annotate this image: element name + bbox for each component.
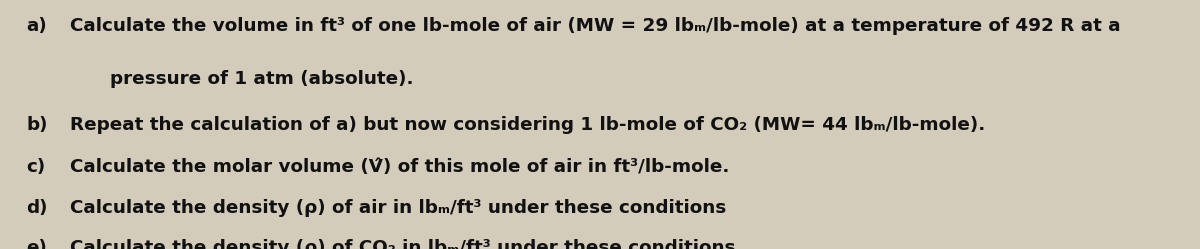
Text: d): d): [26, 199, 48, 217]
Text: Calculate the density (ρ) of CO₂ in lbₘ/ft³ under these conditions: Calculate the density (ρ) of CO₂ in lbₘ/…: [70, 239, 736, 249]
Text: b): b): [26, 116, 48, 134]
Text: Calculate the molar volume (V̂) of this mole of air in ft³/lb-mole.: Calculate the molar volume (V̂) of this …: [70, 158, 728, 176]
Text: Calculate the volume in ft³ of one lb-mole of air (MW = 29 lbₘ/lb-mole) at a tem: Calculate the volume in ft³ of one lb-mo…: [70, 17, 1121, 35]
Text: e): e): [26, 239, 47, 249]
Text: a): a): [26, 17, 47, 35]
Text: Calculate the density (ρ) of air in lbₘ/ft³ under these conditions: Calculate the density (ρ) of air in lbₘ/…: [70, 199, 726, 217]
Text: Repeat the calculation of a) but now considering 1 lb-mole of CO₂ (MW= 44 lbₘ/lb: Repeat the calculation of a) but now con…: [70, 116, 985, 134]
Text: c): c): [26, 158, 46, 176]
Text: pressure of 1 atm (absolute).: pressure of 1 atm (absolute).: [110, 70, 414, 88]
